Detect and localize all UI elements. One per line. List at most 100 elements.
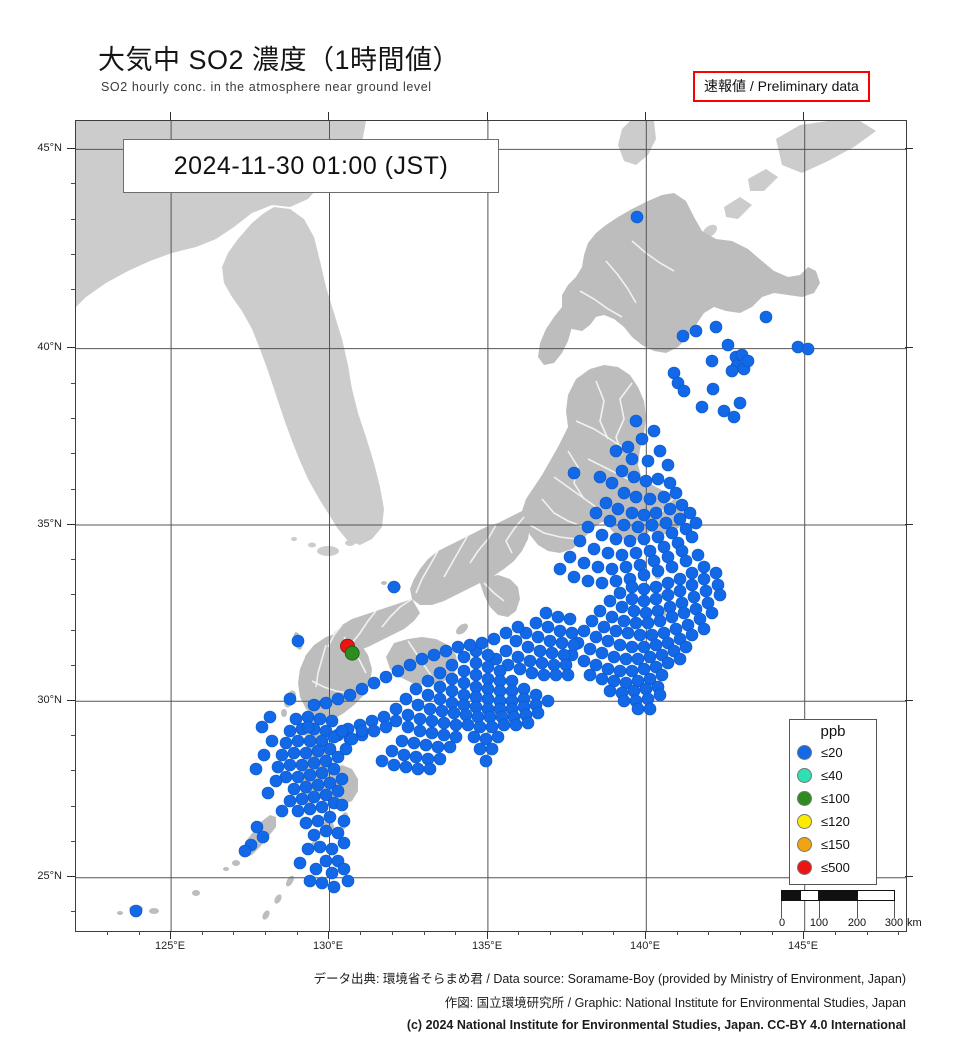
scale-unit-label: km [907, 917, 922, 929]
lat-minor-tick [71, 489, 75, 490]
lat-minor-tick [71, 665, 75, 666]
scale-label-200: 200 [847, 917, 867, 929]
legend-label-le150: ≤150 [821, 837, 850, 852]
lat-tick-30 [67, 700, 75, 701]
lon-minor-tick [772, 931, 773, 935]
page-subtitle: SO2 hourly conc. in the atmosphere near … [101, 80, 432, 94]
lon-tick-top [803, 112, 804, 120]
lat-tick-40 [67, 347, 75, 348]
lat-tick-45 [67, 148, 75, 149]
scale-bar-labels: 0 100 200 300 km [779, 917, 922, 933]
legend-panel: ppb ≤20 ≤40 ≤100 ≤120 ≤150 ≤500 [789, 719, 877, 885]
so2-station-markers [129, 210, 815, 918]
lon-tick-top [328, 112, 329, 120]
high-value-markers [340, 638, 360, 661]
lon-tick-130 [328, 931, 329, 939]
lon-label-130: 130°E [312, 940, 344, 952]
scale-seg-2 [800, 890, 819, 901]
lat-label-30: 30°N [37, 694, 62, 706]
lon-tick-top [645, 112, 646, 120]
lon-minor-tick [424, 931, 425, 935]
lat-label-25: 25°N [37, 870, 62, 882]
lat-tick-right [905, 876, 913, 877]
lat-tick-right [905, 347, 913, 348]
legend-label-le40: ≤40 [821, 768, 843, 783]
legend-item-le500[interactable]: ≤500 [790, 856, 876, 879]
scale-seg-4 [857, 890, 895, 901]
lat-minor-tick [71, 254, 75, 255]
lon-minor-tick [708, 931, 709, 935]
legend-item-le20[interactable]: ≤20 [790, 741, 876, 764]
timestamp-label: 2024-11-30 01:00 (JST) [123, 139, 499, 193]
lat-minor-tick [71, 383, 75, 384]
legend-swatch-le100 [797, 791, 812, 806]
lat-minor-tick [71, 806, 75, 807]
lat-minor-tick [71, 183, 75, 184]
lat-tick-right [905, 148, 913, 149]
scale-seg-1 [781, 890, 800, 901]
legend-label-le20: ≤20 [821, 745, 843, 760]
lon-label-140: 140°E [629, 940, 661, 952]
lat-label-35: 35°N [37, 518, 62, 530]
scale-bar-ticks [781, 901, 897, 918]
scale-bar-segments [781, 890, 897, 901]
lat-minor-tick [71, 418, 75, 419]
lon-minor-tick [835, 931, 836, 935]
lon-minor-tick [202, 931, 203, 935]
scale-seg-3 [819, 890, 857, 901]
lon-minor-tick [297, 931, 298, 935]
lon-minor-tick [139, 931, 140, 935]
lon-label-145: 145°E [787, 940, 819, 952]
lon-minor-tick [265, 931, 266, 935]
lon-label-135: 135°E [471, 940, 503, 952]
legend-swatch-le20 [797, 745, 812, 760]
legend-label-le500: ≤500 [821, 860, 850, 875]
legend-item-le150[interactable]: ≤150 [790, 833, 876, 856]
lat-minor-tick [71, 219, 75, 220]
scale-label-0: 0 [778, 917, 786, 929]
lat-minor-tick [71, 911, 75, 912]
legend-swatch-le150 [797, 837, 812, 852]
legend-item-le120[interactable]: ≤120 [790, 810, 876, 833]
legend-swatch-le120 [797, 814, 812, 829]
lon-tick-140 [645, 931, 646, 939]
lat-minor-tick [71, 841, 75, 842]
scale-tick-100 [819, 901, 820, 918]
lon-minor-tick [740, 931, 741, 935]
lat-minor-tick [71, 735, 75, 736]
lon-minor-tick [677, 931, 678, 935]
scale-label-300: 300 [884, 917, 904, 929]
map-plot-area[interactable] [75, 120, 907, 932]
lon-minor-tick [550, 931, 551, 935]
lat-minor-tick [71, 559, 75, 560]
lat-tick-35 [67, 524, 75, 525]
lat-tick-right [905, 524, 913, 525]
legend-label-le120: ≤120 [821, 814, 850, 829]
lon-minor-tick [233, 931, 234, 935]
legend-title: ppb [820, 723, 846, 740]
lon-tick-top [487, 112, 488, 120]
map-canvas [76, 121, 906, 931]
lat-minor-tick [71, 453, 75, 454]
legend-swatch-le40 [797, 768, 812, 783]
lon-label-125: 125°E [154, 940, 186, 952]
scale-label-100: 100 [809, 917, 829, 929]
lat-minor-tick [71, 630, 75, 631]
lon-tick-125 [170, 931, 171, 939]
lon-minor-tick [107, 931, 108, 935]
lat-minor-tick [71, 594, 75, 595]
footer-data-source: データ出典: 環境省そらまめ君 / Data source: Soramame-… [313, 972, 906, 986]
lon-tick-145 [803, 931, 804, 939]
legend-label-le100: ≤100 [821, 791, 850, 806]
legend-item-le40[interactable]: ≤40 [790, 764, 876, 787]
scale-tick-200 [857, 901, 858, 918]
scale-tick-0 [781, 901, 782, 918]
lon-minor-tick [360, 931, 361, 935]
legend-item-le100[interactable]: ≤100 [790, 787, 876, 810]
page-title: 大気中 SO2 濃度（1時間値） [98, 45, 461, 75]
lat-label-40: 40°N [37, 341, 62, 353]
prefecture-borders [311, 240, 681, 734]
lat-tick-right [905, 700, 913, 701]
legend-swatch-le500 [797, 860, 812, 875]
